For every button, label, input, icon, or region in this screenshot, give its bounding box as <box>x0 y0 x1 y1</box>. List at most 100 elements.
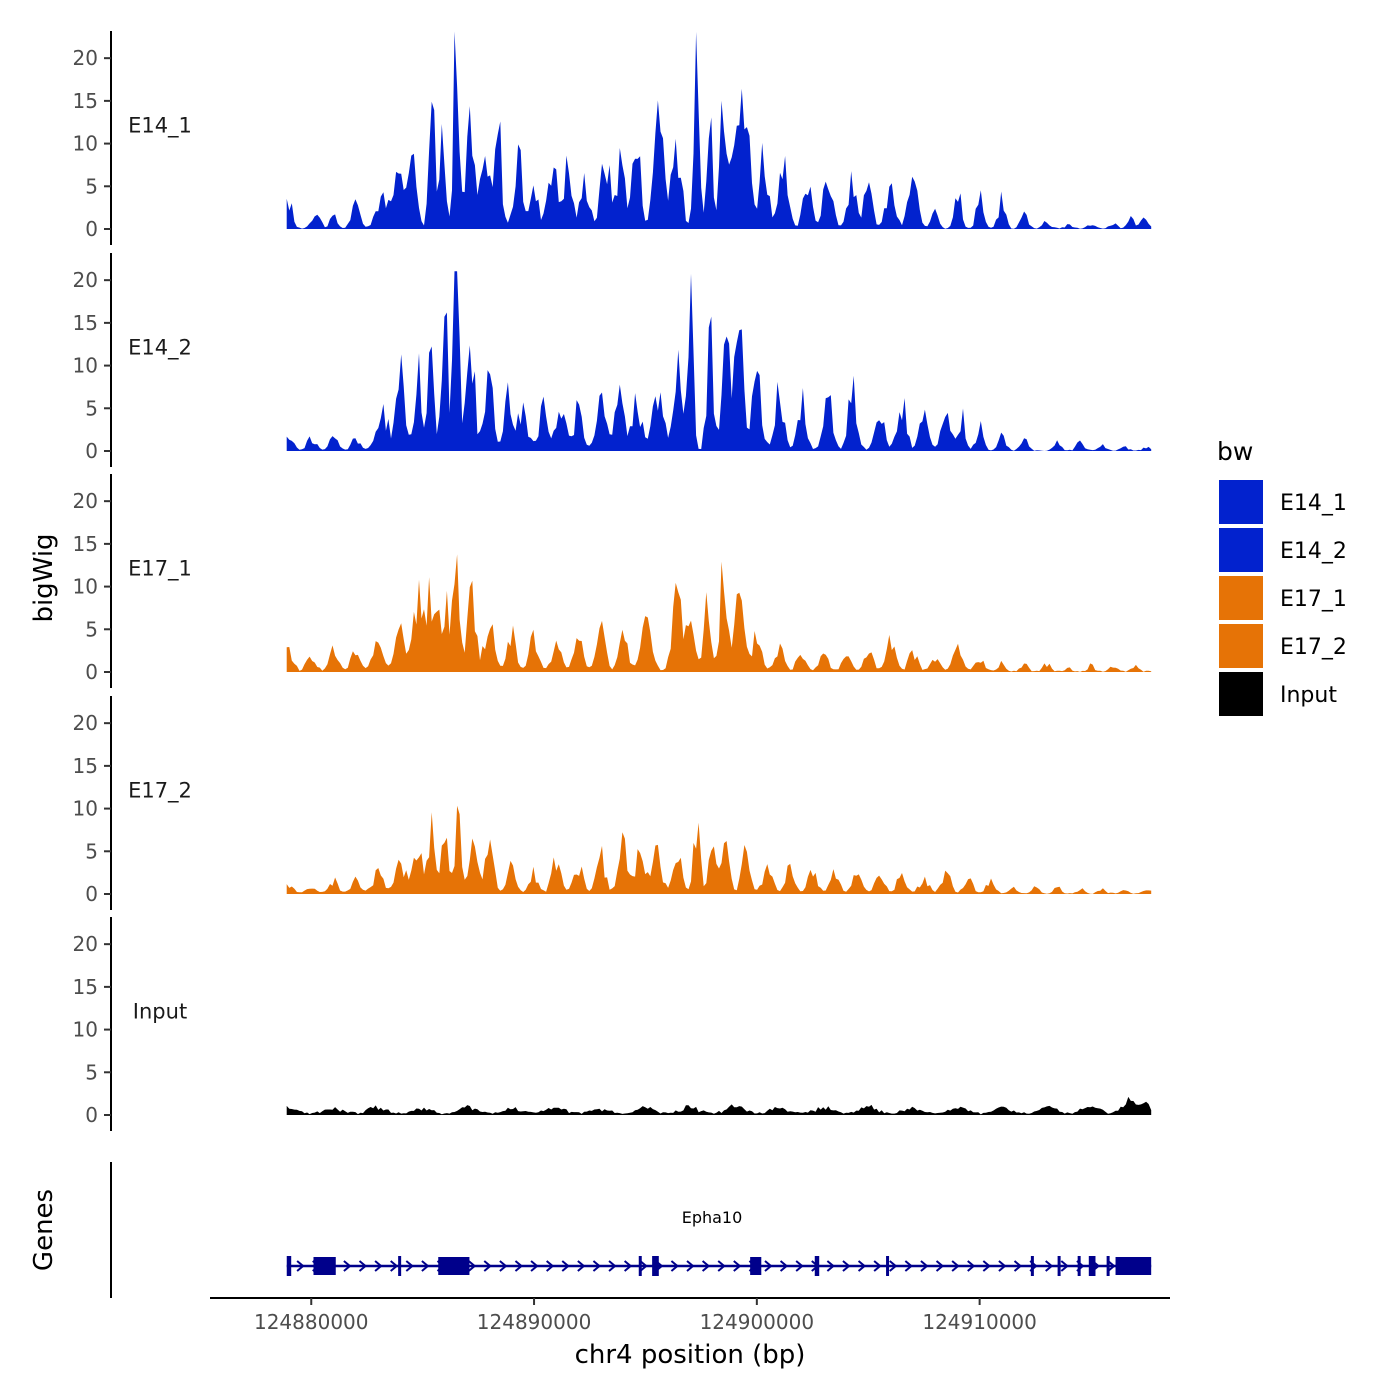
strand-arrow-icon <box>701 1260 711 1272</box>
legend-label: Input <box>1280 683 1337 708</box>
track-e17-2: 0 5 10 15 20 E17_2 <box>73 696 1152 910</box>
gene-exon <box>398 1256 402 1276</box>
y-tick-label: 10 <box>73 132 98 156</box>
strand-arrow-icon <box>811 1260 820 1272</box>
strand-arrow-icon <box>1060 1260 1069 1272</box>
strand-arrow-icon <box>358 1260 368 1272</box>
x-tick-label: 124910000 <box>922 1310 1037 1334</box>
strand-arrow-icon <box>592 1260 601 1272</box>
gene-exon <box>1057 1256 1061 1276</box>
x-tick-label: 124880000 <box>254 1310 369 1334</box>
legend-item-e14-1: E14_1 <box>1219 480 1347 524</box>
y-tick-label: 0 <box>85 217 98 241</box>
strand-arrow-icon <box>1013 1260 1023 1272</box>
y-tick-label: 10 <box>73 354 98 378</box>
strand-arrow-icon <box>1076 1260 1085 1272</box>
strand-arrow-icon <box>670 1260 679 1272</box>
strand-arrow-icon <box>390 1260 399 1272</box>
legend-label: E14_1 <box>1280 491 1347 516</box>
y-tick-label: 5 <box>85 1060 98 1084</box>
gene-structure-epha10 <box>286 1256 1152 1276</box>
gene-exon <box>286 1256 292 1276</box>
signal-area-e14-1 <box>286 31 1152 229</box>
strand-arrow-icon <box>483 1260 492 1272</box>
y-tick-label: 5 <box>85 839 98 863</box>
strand-arrow-icon <box>904 1260 913 1272</box>
y-tick-label: 10 <box>73 1018 98 1042</box>
gene-exon <box>1030 1256 1034 1276</box>
legend-item-e17-2: E17_2 <box>1219 624 1347 668</box>
x-tick-label: 124900000 <box>700 1310 815 1334</box>
y-tick-label: 5 <box>85 617 98 641</box>
strand-arrow-icon <box>857 1260 867 1272</box>
signal-area-input <box>286 1096 1152 1115</box>
y-tick-label: 0 <box>85 660 98 684</box>
strand-arrow-icon <box>312 1260 321 1272</box>
y-tick-label: 20 <box>73 489 98 513</box>
track-name-label: E14_1 <box>128 114 192 139</box>
gene-track: Genes Epha10 <box>29 1162 1152 1298</box>
y-tick-label: 15 <box>73 311 98 335</box>
strand-arrow-icon <box>514 1260 524 1272</box>
strand-arrow-icon <box>842 1260 851 1272</box>
strand-arrow-icon <box>873 1260 882 1272</box>
signal-area-e17-2 <box>286 805 1152 894</box>
strand-arrow-icon <box>374 1260 383 1272</box>
signal-tracks: 05101520E14_105101520E14_205101520E17_10… <box>73 31 1152 1131</box>
y-tick-label: 0 <box>85 1103 98 1127</box>
gene-exon <box>638 1256 642 1276</box>
strand-arrow-icon <box>452 1260 461 1272</box>
legend-item-e14-2: E14_2 <box>1219 528 1347 572</box>
strand-arrow-icon <box>546 1260 555 1272</box>
legend-swatch <box>1219 480 1263 524</box>
strand-arrow-icon <box>951 1260 960 1272</box>
gene-exon <box>313 1257 336 1275</box>
y-axis-title: bigWig <box>29 533 59 622</box>
strand-arrow-icon <box>686 1260 695 1272</box>
strand-arrow-icon <box>795 1260 804 1272</box>
gene-name-label: Epha10 <box>682 1208 743 1227</box>
genes-axis-title: Genes <box>29 1189 59 1271</box>
y-tick-label: 15 <box>73 975 98 999</box>
strand-arrow-icon <box>717 1260 726 1272</box>
strand-arrow-icon <box>296 1260 305 1272</box>
gene-exon <box>652 1256 659 1276</box>
strand-arrow-icon <box>779 1260 789 1272</box>
gene-exon <box>438 1257 470 1275</box>
x-axis-title: chr4 position (bp) <box>575 1340 806 1370</box>
strand-arrow-icon <box>655 1260 664 1272</box>
y-tick-label: 10 <box>73 797 98 821</box>
gene-exon <box>886 1256 890 1276</box>
strand-arrow-icon <box>639 1260 648 1272</box>
x-tick-label: 124890000 <box>477 1310 592 1334</box>
track-e14-2: 0 5 10 15 20 E14_2 <box>73 253 1152 467</box>
signal-area-e17-1 <box>286 554 1152 672</box>
strand-arrow-icon <box>935 1260 945 1272</box>
y-tick-label: 20 <box>73 46 98 70</box>
x-axis-ticks: 124880000 124890000 124900000 124910000 <box>254 1298 1037 1334</box>
y-tick-label: 20 <box>73 711 98 735</box>
legend: bw E14_1 E14_2 E17_1 E17_2 Input <box>1217 437 1347 716</box>
legend-items: E14_1 E14_2 E17_1 E17_2 Input <box>1219 480 1347 716</box>
gene-exon <box>1088 1256 1096 1276</box>
y-tick-label: 5 <box>85 174 98 198</box>
legend-label: E14_2 <box>1280 539 1347 564</box>
strand-arrow-icon <box>530 1260 539 1272</box>
legend-title: bw <box>1217 437 1253 466</box>
legend-swatch <box>1219 528 1263 572</box>
legend-item-e17-1: E17_1 <box>1219 576 1347 620</box>
y-tick-label: 15 <box>73 532 98 556</box>
track-input: 0 5 10 15 20 Input <box>73 917 1152 1131</box>
track-name-label: Input <box>133 1000 187 1024</box>
strand-arrow-icon <box>733 1260 742 1272</box>
strand-arrow-icon <box>343 1260 352 1272</box>
y-tick-label: 5 <box>85 396 98 420</box>
strand-arrow-icon <box>327 1260 336 1272</box>
y-tick-label: 10 <box>73 575 98 599</box>
strand-arrow-icon <box>561 1260 570 1272</box>
strand-arrow-icon <box>468 1260 477 1272</box>
y-tick-label: 0 <box>85 882 98 906</box>
strand-arrow-icon <box>1091 1260 1101 1272</box>
legend-label: E17_2 <box>1280 635 1347 660</box>
